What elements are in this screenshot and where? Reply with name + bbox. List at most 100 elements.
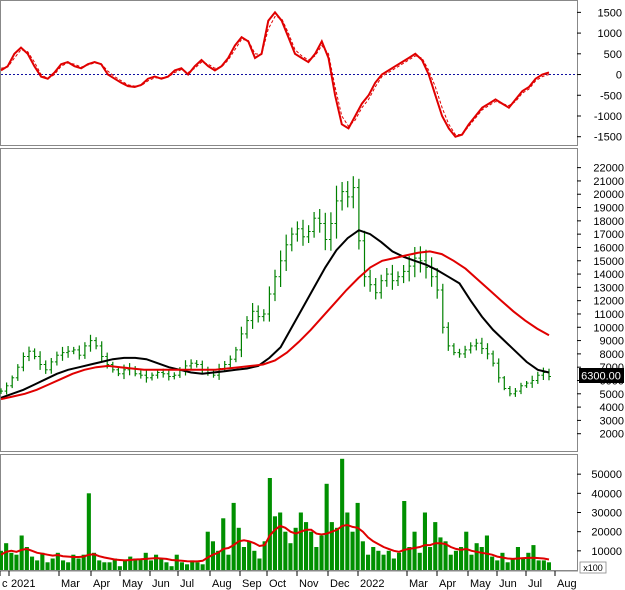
volume-bar [221, 518, 226, 571]
volume-bar [92, 552, 97, 571]
last-price-tag: 6300.00 [579, 368, 624, 383]
x-tick-label: 2021 [11, 578, 35, 590]
volume-bar [247, 541, 252, 571]
price-tick-label: 13000 [593, 282, 624, 294]
volume-bar [4, 543, 9, 570]
volume-bar [469, 554, 474, 570]
volume-bar [324, 483, 329, 571]
price-tick-label: 10000 [593, 322, 624, 334]
volume-bar [459, 547, 464, 570]
oscillator-tick-label: -500 [600, 90, 622, 102]
price-ma-short-line [0, 229, 550, 399]
volume-bar [298, 512, 303, 570]
volume-bar [112, 558, 117, 570]
x-tick-label: Nov [299, 578, 319, 590]
volume-bar [40, 552, 45, 571]
oscillator-panel [0, 0, 578, 146]
volume-tick-label: 30000 [591, 508, 622, 520]
price-tick-label: 2000 [600, 429, 624, 441]
volume-bar [417, 552, 422, 571]
volume-bar [536, 560, 541, 570]
volume-bar [412, 531, 417, 570]
x-tick-label: May [122, 578, 143, 590]
volume-tick-label: 10000 [591, 546, 622, 558]
volume-bar [19, 535, 24, 570]
volume-bar [495, 560, 500, 570]
x-tick-label: Jun [152, 578, 170, 590]
volume-bar [179, 562, 184, 570]
volume-bar [541, 560, 546, 570]
price-layer [0, 176, 551, 401]
volume-bar [490, 556, 495, 570]
volume-bar [267, 478, 272, 570]
volume-bar [319, 535, 324, 570]
volume-bar [376, 550, 381, 570]
volume-bar [216, 550, 221, 570]
volume-bar [154, 554, 159, 570]
volume-bar [272, 516, 277, 570]
volume-bar [81, 554, 86, 570]
volume-bar [366, 554, 371, 570]
volume-bar [386, 550, 391, 570]
volume-bar [86, 493, 91, 570]
volume-bar [464, 531, 469, 570]
price-tick-label: 5000 [600, 389, 624, 401]
volume-bar [350, 531, 355, 570]
price-tick-label: 8000 [600, 349, 624, 361]
volume-bar [14, 554, 19, 570]
volume-bar [381, 554, 386, 570]
volume-bar [138, 558, 143, 570]
volume-bar [340, 458, 345, 570]
volume-bar [500, 552, 505, 571]
volume-layer [0, 458, 551, 571]
volume-bar [443, 541, 448, 571]
volume-bar [510, 558, 515, 570]
volume-bar [360, 541, 365, 571]
price-tick-label: 16000 [593, 242, 624, 254]
volume-bar [257, 558, 262, 570]
volume-unit-label: x100 [583, 563, 603, 573]
volume-bar [314, 547, 319, 570]
volume-bar [164, 562, 169, 570]
price-tick-label: 15000 [593, 256, 624, 268]
price-tick-label: 11000 [594, 309, 624, 321]
volume-bar [335, 527, 340, 570]
volume-bar [76, 558, 81, 570]
volume-bar [185, 564, 190, 571]
price-tick-label: 20000 [593, 189, 624, 201]
x-tick-label: Apr [93, 578, 110, 590]
x-tick-label: Jul [528, 578, 542, 590]
volume-bar [397, 552, 402, 571]
volume-bar [123, 560, 128, 570]
price-tick-label: 22000 [593, 163, 624, 175]
oscillator-tick-label: -1500 [594, 132, 622, 144]
x-tick-label: Aug [212, 578, 232, 590]
volume-bar [97, 560, 102, 570]
volume-bar [117, 566, 122, 570]
volume-bar [190, 560, 195, 570]
volume-bar [35, 560, 40, 570]
price-tick-label: 12000 [593, 296, 624, 308]
volume-bar [128, 556, 133, 570]
volume-bar [102, 562, 107, 570]
oscillator-layer [0, 10, 577, 138]
volume-bar [9, 552, 14, 571]
x-tick-label: Mar [61, 578, 80, 590]
volume-bar [293, 527, 298, 570]
volume-tick-label: 20000 [591, 527, 622, 539]
volume-bar [148, 560, 153, 570]
oscillator-signal-line [0, 15, 550, 136]
volume-bar [278, 512, 283, 570]
price-tick-label: 19000 [593, 203, 624, 215]
volume-bar [226, 554, 231, 570]
x-tick-label: Sep [242, 578, 262, 590]
volume-bar [345, 512, 350, 570]
oscillator-tick-label: 1500 [598, 7, 622, 19]
volume-bar [428, 547, 433, 570]
oscillator-tick-label: 0 [616, 70, 622, 82]
volume-bar [304, 522, 309, 570]
volume-bar [546, 562, 551, 570]
x-tick-label: Oct [269, 578, 286, 590]
volume-bar [438, 537, 443, 570]
